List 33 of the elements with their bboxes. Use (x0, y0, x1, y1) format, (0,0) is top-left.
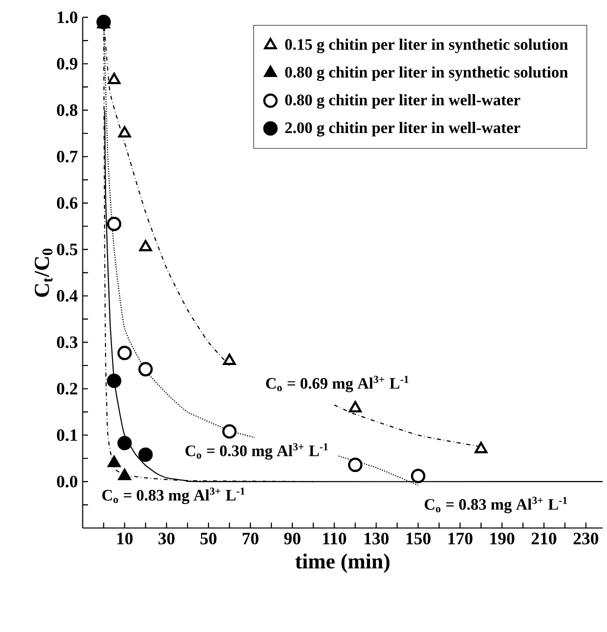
y-tick-label: 0.7 (57, 150, 78, 162)
y-tick-label: 0.2 (57, 382, 78, 395)
y-tick-label: 0.0 (57, 476, 78, 488)
x-tick-label: 150 (406, 532, 431, 544)
x-axis-title: time (min) (295, 554, 390, 573)
x-tick-label: 130 (364, 532, 389, 544)
x-tick-label: 10 (117, 532, 133, 544)
legend-label: 2.00 g chitin per liter in well-water (285, 122, 520, 137)
x-tick-label: 170 (448, 532, 473, 544)
x-tick-label: 90 (284, 532, 301, 544)
annotation: C$_{o}$ = 0.69 mg Al$^{3+}$ L$^{-1}$ (266, 376, 409, 392)
y-tick-label: 0.8 (57, 104, 78, 116)
y-tick-label: 0.4 (57, 290, 78, 302)
legend-label: 0.15 g chitin per liter in synthetic solution (285, 38, 568, 54)
x-tick-label: 190 (490, 532, 515, 544)
annotation: C$_{o}$ = 0.83 mg Al$^{3+}$ L$^{-1}$ (102, 488, 245, 504)
y-tick-label: 0.9 (57, 58, 78, 70)
legend-label: 0.80 g chitin per liter in well-water (285, 94, 520, 109)
x-tick-label: 110 (323, 532, 346, 544)
annotation: C$_{o}$ = 0.30 mg Al$^{3+}$ L$^{-1}$ (186, 443, 328, 460)
x-tick-label: 210 (532, 532, 556, 544)
y-tick-label: 0.5 (57, 244, 78, 256)
y-axis-title: C$_{t}$/C$_{0}$ (34, 248, 53, 297)
y-tick-label: 0.3 (57, 336, 78, 348)
y-tick-label: 1.0 (58, 11, 78, 24)
x-tick-label: 30 (158, 532, 175, 544)
legend-label: 0.80 g chitin per liter in synthetic solution (285, 66, 568, 81)
annotation: C$_{o}$ = 0.83 mg Al$^{3+}$ L$^{-1}$ (424, 496, 568, 514)
y-tick-label: 0.1 (57, 429, 78, 442)
x-tick-label: 230 (574, 532, 598, 544)
x-tick-label: 50 (200, 532, 217, 544)
x-tick-label: 70 (242, 532, 259, 544)
y-tick-label: 0.6 (57, 197, 78, 209)
